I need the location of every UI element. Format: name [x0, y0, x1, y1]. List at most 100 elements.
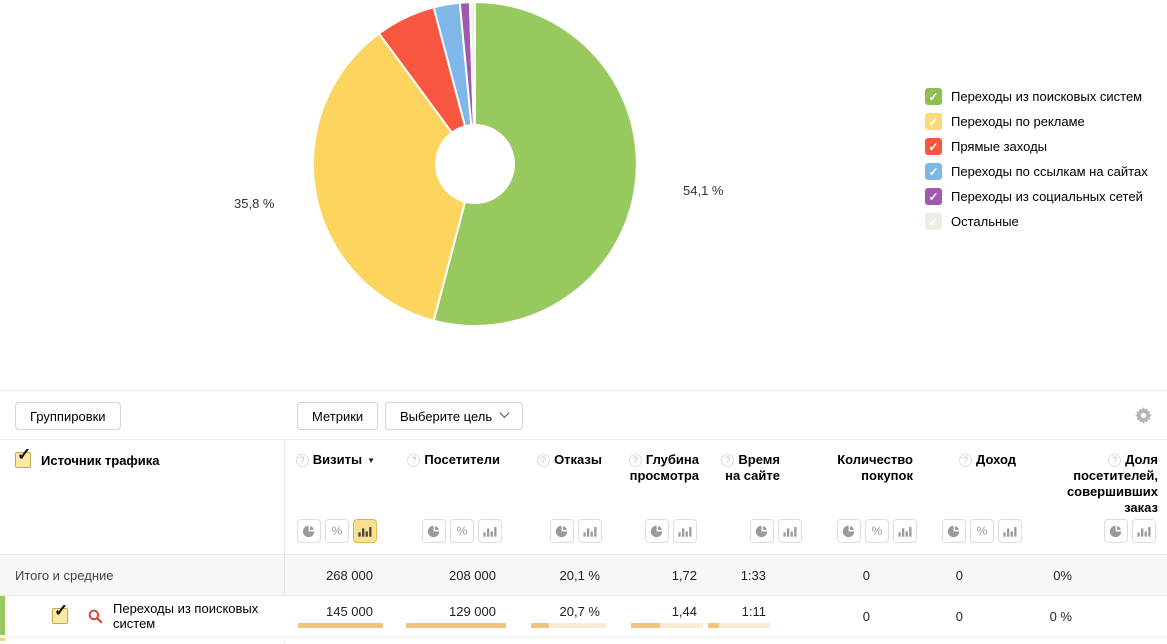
row-label[interactable]: Переходы из поисковых систем [113, 601, 259, 631]
cell-value: 1:33 [740, 567, 766, 583]
value-bar [406, 623, 506, 628]
pie-view-button[interactable] [837, 519, 861, 543]
column-header-0[interactable]: ? Визиты ▼ [284, 440, 385, 516]
groupings-button[interactable]: Группировки [15, 402, 121, 430]
totals-row: Итого и средние 268 000 208 000 20,1 % 1,72… [0, 554, 1167, 596]
value-cell-3: 1,44 [610, 604, 705, 628]
value-bar [631, 623, 703, 628]
value-bar [298, 623, 383, 628]
pie-view-button[interactable] [297, 519, 321, 543]
value-cell-0: 268 000 [284, 568, 385, 583]
row-color-strip [0, 638, 5, 641]
value-cell-2: 20,7 % [510, 604, 610, 628]
pie-view-button[interactable] [422, 519, 446, 543]
cell-value: 0 [862, 567, 870, 583]
legend-item-5[interactable]: ✓ Остальные [925, 213, 1148, 230]
goal-select-button[interactable]: Выберите цель [385, 402, 524, 430]
column-header-6[interactable]: ? Доход [925, 440, 1030, 516]
legend-checkbox-icon[interactable]: ✓ [925, 88, 942, 105]
legend-item-0[interactable]: ✓ Переходы из поисковых систем [925, 88, 1148, 105]
help-question-icon[interactable]: ? [721, 454, 735, 467]
cell-value: 0 [955, 608, 963, 624]
sort-desc-icon[interactable]: ▼ [367, 456, 375, 465]
legend-item-1[interactable]: ✓ Переходы по рекламе [925, 113, 1148, 130]
bars-view-button[interactable] [478, 519, 502, 543]
column-header-label: Доход [976, 452, 1016, 467]
view-mode-cell-4 [705, 514, 810, 554]
legend-item-2[interactable]: ✓ Прямые заходы [925, 138, 1148, 155]
value-cell-7: 0 % [1030, 604, 1164, 628]
legend-item-4[interactable]: ✓ Переходы из социальных сетей [925, 188, 1148, 205]
bars-view-button[interactable] [1132, 519, 1156, 543]
pie-slice-0[interactable] [432, 1, 638, 327]
bars-view-button[interactable] [893, 519, 917, 543]
settings-gear-icon[interactable] [1135, 407, 1152, 424]
cell-value: 145 000 [326, 604, 373, 619]
bars-view-button[interactable] [998, 519, 1022, 543]
cell-value: 20,7 % [559, 604, 600, 619]
pie-view-button[interactable] [750, 519, 774, 543]
view-mode-cell-5: % [810, 514, 925, 554]
value-cell-1: 129 000 [385, 604, 510, 628]
chart-legend: ✓ Переходы из поисковых систем ✓ Переходы п… [925, 88, 1148, 238]
donut-chart[interactable] [0, 0, 1167, 390]
pie-slice-1[interactable] [311, 32, 476, 322]
view-mode-cell-7 [1030, 514, 1164, 554]
value-bar-fill [406, 623, 506, 628]
help-question-icon[interactable]: ? [628, 454, 642, 467]
column-header-5[interactable]: Количество покупок [810, 440, 925, 516]
percent-view-button[interactable]: % [325, 519, 349, 543]
legend-checkbox-icon[interactable]: ✓ [925, 188, 942, 205]
percent-view-button[interactable]: % [970, 519, 994, 543]
pie-slice-5[interactable] [468, 1, 476, 165]
legend-checkbox-icon[interactable]: ✓ [925, 113, 942, 130]
bars-view-button[interactable] [778, 519, 802, 543]
magnifier-icon[interactable] [88, 609, 103, 624]
value-cell-2: 20,1 % [510, 568, 610, 583]
bars-view-button[interactable] [353, 519, 377, 543]
legend-checkbox-icon[interactable]: ✓ [925, 213, 942, 230]
view-mode-cell-2 [510, 514, 610, 554]
pie-view-button[interactable] [942, 519, 966, 543]
cell-value: 268 000 [326, 567, 373, 583]
bars-view-button[interactable] [578, 519, 602, 543]
table-column-divider [284, 441, 285, 644]
percent-view-button[interactable]: % [865, 519, 889, 543]
value-bar [708, 623, 770, 628]
pie-view-button[interactable] [645, 519, 669, 543]
select-all-checkbox[interactable]: ✓ [15, 445, 31, 468]
checkmark-icon: ✓ [54, 601, 69, 620]
legend-item-3[interactable]: ✓ Переходы по ссылкам на сайтах [925, 163, 1148, 180]
cell-value: 0% [1053, 567, 1072, 583]
help-question-icon[interactable]: ? [537, 454, 551, 467]
column-header-label: Посетители [424, 452, 500, 467]
metrics-button[interactable]: Метрики [297, 402, 379, 430]
chevron-down-icon [499, 408, 510, 419]
column-header-7[interactable]: ? Доля посетителей, совершивших заказ [1030, 440, 1164, 516]
column-header-label: Глубина просмотра [629, 452, 699, 483]
legend-checkbox-icon[interactable]: ✓ [925, 138, 942, 155]
legend-item-label: Переходы из поисковых систем [951, 89, 1143, 104]
row-checkbox[interactable]: ✓ [52, 601, 68, 624]
column-header-3[interactable]: ? Глубина просмотра [610, 440, 705, 516]
value-bar-fill [631, 623, 660, 628]
pie-view-button[interactable] [550, 519, 574, 543]
help-question-icon[interactable]: ? [407, 454, 421, 467]
value-cell-0: 145 000 [284, 604, 385, 628]
percent-view-button[interactable]: % [450, 519, 474, 543]
column-header-2[interactable]: ? Отказы [510, 440, 610, 516]
table-row[interactable]: ✓ Переходы из поисковых систем 145 000 12… [0, 596, 1167, 637]
row-color-strip [0, 596, 5, 635]
legend-item-label: Остальные [951, 214, 1019, 229]
bars-view-button[interactable] [673, 519, 697, 543]
column-header-4[interactable]: ? Время на сайте [705, 440, 810, 516]
totals-row-label: Итого и средние [15, 567, 114, 583]
help-question-icon[interactable]: ? [959, 454, 973, 467]
help-question-icon[interactable]: ? [295, 454, 309, 467]
help-question-icon[interactable]: ? [1108, 454, 1122, 467]
pie-view-button[interactable] [1104, 519, 1128, 543]
legend-checkbox-icon[interactable]: ✓ [925, 163, 942, 180]
column-header-1[interactable]: ? Посетители [385, 440, 510, 516]
value-cell-6: 0 [925, 568, 1030, 583]
